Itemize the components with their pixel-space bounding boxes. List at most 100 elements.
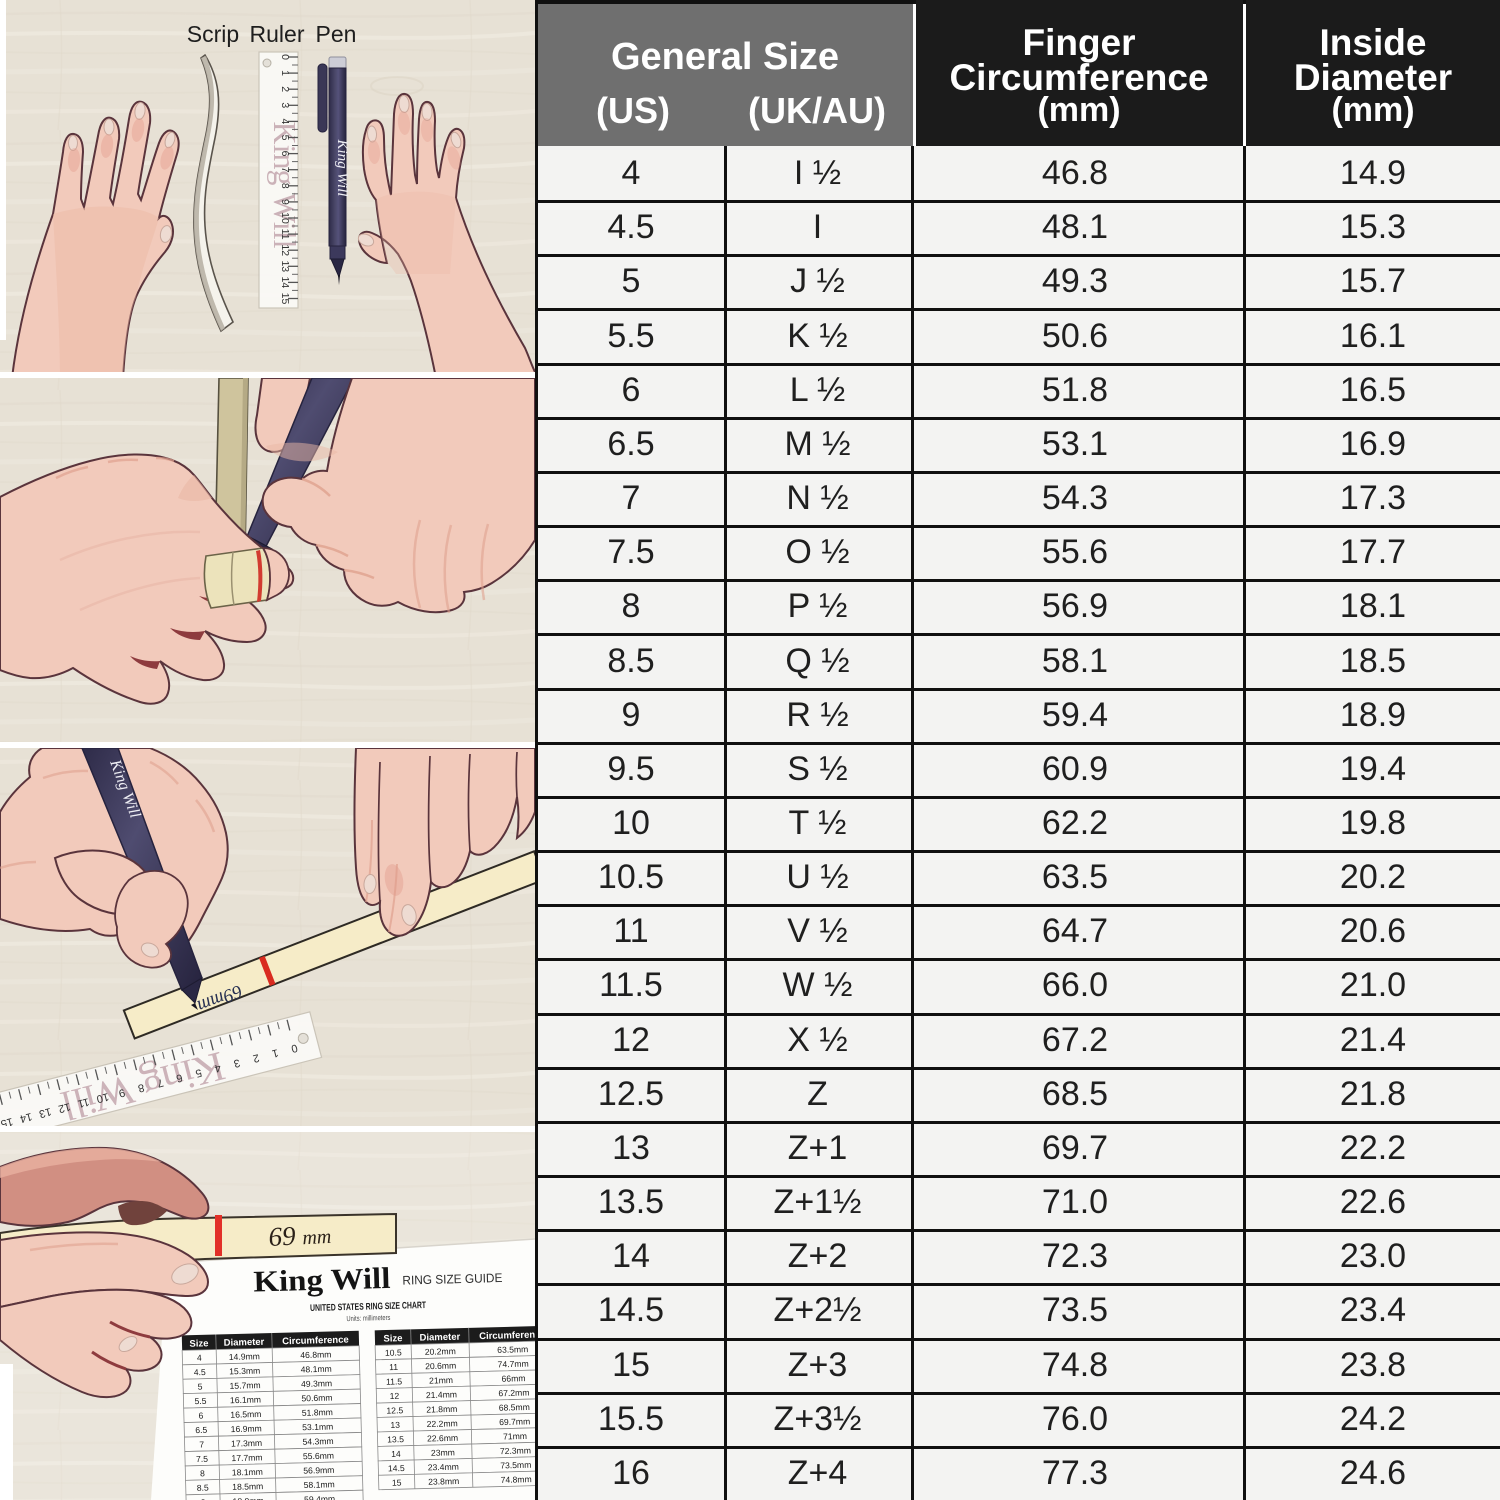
svg-text:11.5: 11.5 xyxy=(386,1376,403,1386)
svg-text:21.8mm: 21.8mm xyxy=(426,1404,457,1415)
svg-text:3: 3 xyxy=(232,1056,241,1069)
svg-text:63.5mm: 63.5mm xyxy=(497,1344,528,1355)
svg-text:15: 15 xyxy=(0,1115,14,1130)
svg-text:Diameter: Diameter xyxy=(419,1332,460,1344)
svg-text:7: 7 xyxy=(279,167,291,173)
svg-text:14: 14 xyxy=(19,1110,34,1125)
svg-text:0: 0 xyxy=(290,1041,299,1054)
svg-text:Pen: Pen xyxy=(316,21,357,47)
svg-text:6: 6 xyxy=(175,1071,184,1084)
svg-text:11: 11 xyxy=(76,1095,90,1109)
svg-text:8: 8 xyxy=(279,183,291,189)
svg-text:46.8mm: 46.8mm xyxy=(300,1349,331,1360)
svg-text:5: 5 xyxy=(198,1382,203,1392)
svg-text:4: 4 xyxy=(279,118,291,124)
svg-text:22.2mm: 22.2mm xyxy=(427,1418,458,1429)
svg-text:10: 10 xyxy=(279,212,291,224)
svg-text:68.5mm: 68.5mm xyxy=(499,1402,530,1413)
svg-text:16.9mm: 16.9mm xyxy=(231,1423,262,1434)
svg-text:6: 6 xyxy=(279,151,291,157)
svg-text:7.5: 7.5 xyxy=(196,1454,208,1464)
svg-text:20.6mm: 20.6mm xyxy=(425,1360,456,1371)
svg-text:71mm: 71mm xyxy=(503,1431,527,1442)
svg-text:12: 12 xyxy=(390,1391,400,1401)
svg-text:Ruler: Ruler xyxy=(250,21,305,47)
svg-text:73.5mm: 73.5mm xyxy=(500,1460,531,1471)
svg-text:56.9mm: 56.9mm xyxy=(303,1465,334,1476)
svg-text:17.3mm: 17.3mm xyxy=(231,1438,262,1449)
svg-text:20.2mm: 20.2mm xyxy=(425,1346,456,1357)
svg-text:74.7mm: 74.7mm xyxy=(497,1359,528,1370)
svg-text:69 mm: 69 mm xyxy=(268,1219,332,1252)
svg-text:Size: Size xyxy=(383,1333,402,1344)
svg-text:4.5: 4.5 xyxy=(194,1367,206,1377)
svg-text:3: 3 xyxy=(279,102,291,108)
svg-text:14.9mm: 14.9mm xyxy=(229,1351,260,1362)
svg-text:14: 14 xyxy=(279,277,291,289)
svg-text:13.5: 13.5 xyxy=(387,1434,404,1444)
svg-text:50.6mm: 50.6mm xyxy=(301,1393,332,1404)
svg-text:15: 15 xyxy=(279,293,291,305)
svg-text:7: 7 xyxy=(199,1439,204,1449)
svg-text:8.5: 8.5 xyxy=(197,1483,209,1493)
svg-text:8: 8 xyxy=(200,1468,205,1478)
svg-text:Size: Size xyxy=(189,1338,208,1349)
svg-text:12: 12 xyxy=(57,1100,72,1115)
svg-text:RING SIZE GUIDE: RING SIZE GUIDE xyxy=(402,1271,502,1288)
svg-text:5.5: 5.5 xyxy=(194,1396,206,1406)
svg-text:55.6mm: 55.6mm xyxy=(303,1450,334,1461)
svg-text:72.3mm: 72.3mm xyxy=(500,1445,531,1456)
svg-text:13: 13 xyxy=(279,260,291,272)
svg-text:18.9mm: 18.9mm xyxy=(232,1496,263,1500)
svg-text:23.8mm: 23.8mm xyxy=(428,1476,459,1487)
svg-text:Circumference: Circumference xyxy=(479,1329,535,1342)
svg-text:9: 9 xyxy=(279,199,291,205)
svg-text:48.1mm: 48.1mm xyxy=(301,1364,332,1375)
svg-text:6.5: 6.5 xyxy=(195,1425,207,1435)
svg-text:69.7mm: 69.7mm xyxy=(499,1416,530,1427)
svg-text:Scrip: Scrip xyxy=(187,21,239,47)
svg-text:King Will: King Will xyxy=(253,1262,391,1299)
svg-text:5: 5 xyxy=(279,135,291,141)
svg-text:16.1mm: 16.1mm xyxy=(230,1394,261,1405)
svg-text:16.5mm: 16.5mm xyxy=(230,1409,261,1420)
svg-text:53.1mm: 53.1mm xyxy=(302,1421,333,1432)
svg-text:King Will: King Will xyxy=(334,138,350,196)
svg-text:66mm: 66mm xyxy=(501,1373,525,1384)
svg-text:14.5: 14.5 xyxy=(388,1463,405,1473)
svg-text:11: 11 xyxy=(389,1362,398,1372)
svg-text:9: 9 xyxy=(117,1086,126,1099)
svg-text:15.7mm: 15.7mm xyxy=(229,1380,260,1391)
svg-text:Circumference: Circumference xyxy=(282,1335,349,1348)
svg-text:0: 0 xyxy=(279,54,291,60)
svg-text:17.7mm: 17.7mm xyxy=(231,1452,262,1463)
svg-text:21mm: 21mm xyxy=(429,1375,453,1386)
svg-text:18.1mm: 18.1mm xyxy=(232,1467,263,1478)
svg-text:15.3mm: 15.3mm xyxy=(229,1366,260,1377)
svg-text:13: 13 xyxy=(390,1420,400,1430)
svg-text:UNITED STATES RING SIZE CHART: UNITED STATES RING SIZE CHART xyxy=(310,1300,426,1314)
svg-text:54.3mm: 54.3mm xyxy=(302,1436,333,1447)
svg-text:23.4mm: 23.4mm xyxy=(428,1462,459,1473)
svg-text:12: 12 xyxy=(279,244,291,256)
svg-text:1: 1 xyxy=(279,70,291,76)
svg-text:4: 4 xyxy=(197,1353,202,1363)
svg-text:King Will: King Will xyxy=(267,121,303,248)
svg-text:Diameter: Diameter xyxy=(224,1337,265,1349)
svg-text:8: 8 xyxy=(137,1081,146,1094)
svg-text:11: 11 xyxy=(279,229,291,240)
svg-text:23mm: 23mm xyxy=(431,1447,455,1458)
svg-text:15: 15 xyxy=(392,1477,402,1487)
svg-text:22.6mm: 22.6mm xyxy=(427,1433,458,1444)
svg-text:10: 10 xyxy=(95,1090,110,1105)
svg-text:10.5: 10.5 xyxy=(385,1347,402,1357)
svg-text:74.8mm: 74.8mm xyxy=(501,1474,532,1485)
svg-text:21.4mm: 21.4mm xyxy=(426,1389,457,1400)
svg-text:14: 14 xyxy=(391,1449,401,1459)
svg-text:58.1mm: 58.1mm xyxy=(304,1479,335,1490)
svg-text:59.4mm: 59.4mm xyxy=(304,1494,335,1500)
svg-text:12.5: 12.5 xyxy=(386,1405,403,1415)
svg-text:4: 4 xyxy=(213,1061,222,1074)
svg-text:49.3mm: 49.3mm xyxy=(301,1378,332,1389)
svg-text:7: 7 xyxy=(156,1076,165,1089)
